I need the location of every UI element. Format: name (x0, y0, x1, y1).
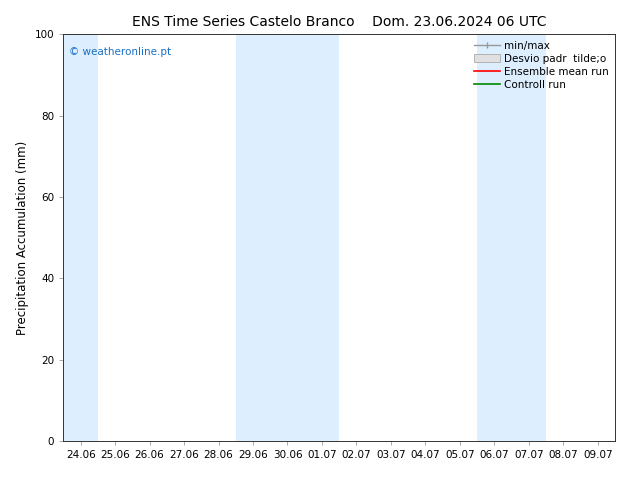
Title: ENS Time Series Castelo Branco    Dom. 23.06.2024 06 UTC: ENS Time Series Castelo Branco Dom. 23.0… (132, 15, 547, 29)
Y-axis label: Precipitation Accumulation (mm): Precipitation Accumulation (mm) (16, 141, 29, 335)
Legend: min/max, Desvio padr  tilde;o, Ensemble mean run, Controll run: min/max, Desvio padr tilde;o, Ensemble m… (470, 36, 613, 94)
Bar (236, 34, 339, 441)
Text: © weatheronline.pt: © weatheronline.pt (69, 47, 171, 56)
Bar (63, 34, 98, 441)
Bar (477, 34, 546, 441)
